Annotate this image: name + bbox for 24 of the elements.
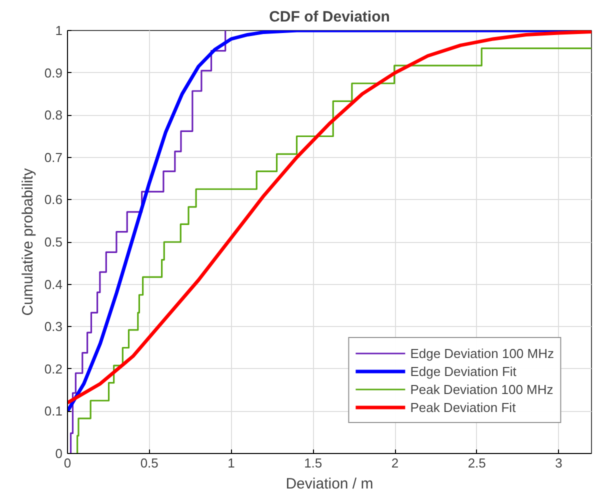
legend-label: Edge Deviation Fit	[410, 362, 516, 380]
y-tick-label: 0.5	[44, 234, 63, 250]
x-tick-label: 1.5	[304, 456, 322, 470]
y-tick-label: 0	[55, 446, 63, 461]
legend-label: Peak Deviation Fit	[410, 398, 516, 416]
y-tick-label: 0.6	[44, 192, 63, 208]
y-axis-title: Cumulative probability	[19, 168, 36, 316]
x-tick-label: 3	[555, 456, 562, 470]
y-tick-label: 0.7	[44, 150, 63, 165]
x-tick-label: 2.5	[468, 456, 486, 470]
y-tick-label: 0.2	[44, 361, 63, 376]
chart-title: CDF of Deviation	[269, 8, 390, 26]
x-axis-title: Deviation / m	[286, 476, 374, 492]
y-tick-label: 0.1	[44, 404, 63, 419]
x-tick-label: 1	[228, 456, 235, 470]
x-tick-label: 2	[391, 456, 399, 470]
y-tick-label: 0.9	[44, 65, 63, 80]
x-tick-label: 0.5	[140, 456, 158, 470]
legend-label: Peak Deviation 100 MHz	[410, 380, 554, 398]
legend-label: Edge Deviation 100 MHz	[410, 344, 554, 362]
y-tick-label: 0.8	[44, 108, 63, 123]
y-tick-label: 1	[55, 23, 63, 38]
y-tick-label: 0.4	[44, 276, 63, 292]
y-tick-label: 0.3	[44, 319, 63, 334]
